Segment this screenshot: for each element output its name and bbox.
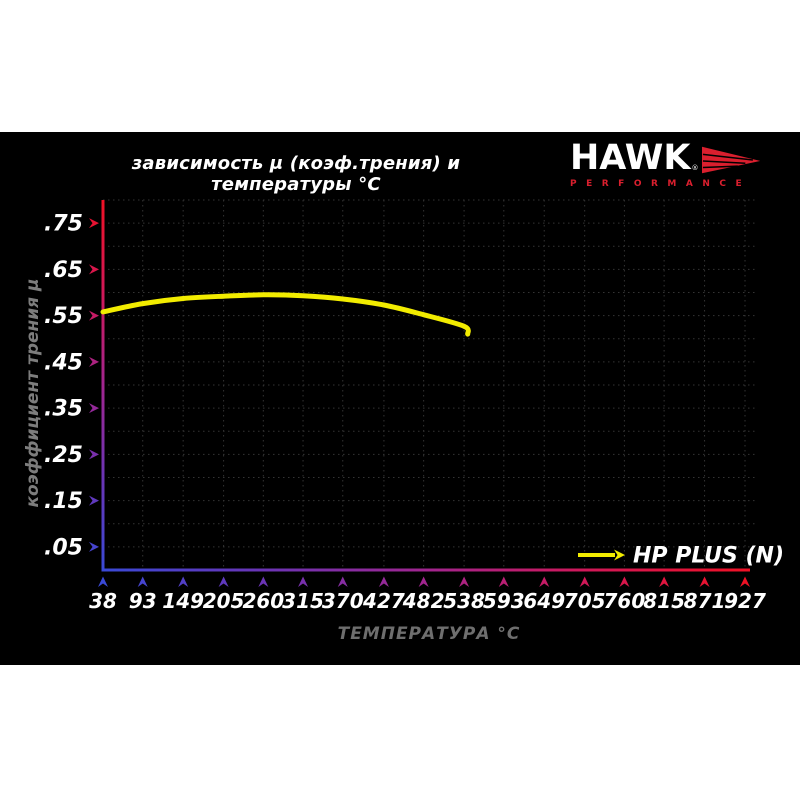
hawk-logo: HAWK ® PERFORMANCE [570, 141, 760, 195]
y-tick-label: .05 [44, 535, 83, 560]
x-tick-arrow-icon [459, 576, 470, 587]
legend-label: HP PLUS (N) [633, 544, 784, 569]
x-tick-label: 538 [443, 589, 485, 613]
x-tick-arrow-icon [98, 576, 108, 587]
legend: HP PLUS (N) [578, 544, 784, 569]
x-tick-label: 649 [523, 589, 565, 613]
x-tick-label: 38 [89, 589, 117, 613]
y-tick-arrow-icon [89, 403, 99, 414]
x-tick-arrow-icon [619, 576, 630, 587]
y-tick-arrow-icon [89, 449, 99, 460]
x-tick-label: 205 [203, 589, 245, 613]
x-tick-arrow-icon [539, 576, 550, 587]
x-tick-label: 593 [483, 589, 525, 613]
x-tick-arrow-icon [418, 576, 429, 587]
x-tick-arrow-icon [258, 576, 269, 587]
grid [103, 199, 755, 570]
y-tick-label: .55 [44, 304, 83, 329]
chart-title: зависимость μ (коэф.трения) и температур… [131, 153, 461, 195]
x-tick-label: 370 [322, 589, 364, 613]
x-tick-arrow-icon [218, 576, 229, 587]
x-tick-label: 871 [684, 589, 726, 613]
y-tick-label: .75 [44, 212, 83, 237]
logo-row: HAWK ® [570, 141, 760, 176]
x-tick-label: 705 [564, 589, 606, 613]
x-tick-arrow-icon [137, 576, 148, 587]
x-tick-label: 93 [129, 589, 157, 613]
legend-arrow-icon [614, 549, 625, 561]
y-tick-arrow-icon [89, 264, 99, 275]
y-tick-label: .35 [44, 397, 83, 422]
y-tick-arrow-icon [89, 310, 99, 321]
x-tick-label: 815 [643, 589, 685, 613]
x-axis-title: ТЕМПЕРАТУРА °C [337, 624, 521, 644]
logo-brand-text: HAWK [570, 138, 691, 178]
x-tick-arrow-icon [298, 576, 309, 587]
x-tick-arrow-icon [378, 576, 389, 587]
x-tick-arrow-icon [337, 576, 348, 587]
y-tick-arrow-icon [89, 218, 99, 229]
y-tick-label: .45 [44, 350, 83, 375]
y-tick-label: .15 [44, 489, 83, 514]
y-tick-arrow-icon [89, 356, 99, 367]
logo-registered-mark: ® [691, 164, 699, 172]
series-curve [100, 292, 471, 337]
x-tick-label: 482 [402, 589, 445, 613]
y-tick-arrow-icon [89, 541, 99, 552]
x-tick-label: 260 [242, 589, 284, 613]
x-tick-arrow-icon [699, 576, 710, 587]
x-tick-label: 760 [604, 589, 646, 613]
chart-panel [0, 132, 800, 665]
x-tick-label: 149 [162, 589, 204, 613]
logo-performance-text: PERFORMANCE [570, 179, 752, 189]
x-tick-label: 427 [362, 589, 405, 613]
logo-wing-icon [701, 146, 760, 174]
x-tick-arrow-icon [740, 576, 750, 587]
x-tick-label: 315 [282, 589, 324, 613]
x-tick-arrow-icon [178, 576, 189, 587]
x-tick-arrow-icon [498, 576, 509, 587]
y-tick-arrow-icon [89, 495, 99, 506]
x-tick-label: 927 [724, 589, 766, 613]
y-tick-label: .65 [44, 258, 83, 283]
x-tick-arrow-icon [579, 576, 590, 587]
x-tick-arrow-icon [659, 576, 670, 587]
y-tick-label: .25 [44, 443, 83, 468]
